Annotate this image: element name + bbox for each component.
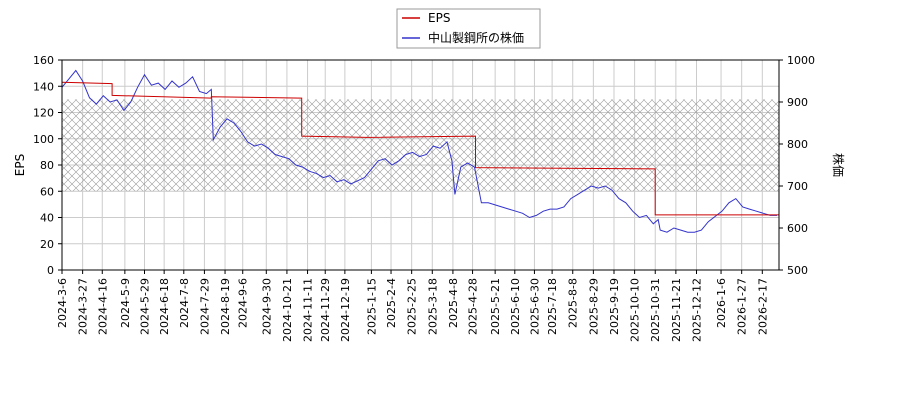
x-tick-label: 2024-5-29 [139, 278, 152, 335]
legend-box [396, 8, 541, 49]
right-axis-label: 株価 [831, 153, 846, 177]
right-tick-label: 800 [787, 138, 808, 151]
legend-label-eps: EPS [428, 11, 450, 25]
x-tick-label: 2025-9-19 [608, 278, 621, 335]
legend: EPS 中山製鋼所の株価 [396, 8, 541, 49]
right-y-axis: 500 600 700 800 900 1000 [779, 54, 815, 277]
x-tick-label: 2025-5-21 [489, 278, 502, 335]
x-tick-label: 2024-7-29 [198, 278, 211, 335]
x-tick-label: 2026-1-27 [736, 278, 749, 335]
x-tick-label: 2024-3-27 [77, 278, 90, 335]
x-tick-label: 2024-3-6 [56, 278, 69, 328]
series-line-eps [62, 81, 779, 216]
x-tick-label: 2025-3-18 [426, 278, 439, 335]
x-tick-label: 2025-4-28 [467, 278, 480, 335]
x-tick-label: 2025-6-10 [509, 278, 522, 335]
x-tick-label: 2026-1-6 [715, 278, 728, 328]
right-tick-label: 700 [787, 180, 808, 193]
x-tick-label: 2025-10-31 [649, 278, 662, 342]
x-tick-label: 2025-8-29 [587, 278, 600, 335]
x-axis: 2024-3-6 2024-3-27 2024-4-16 2024-5-9 2024-5… [56, 270, 769, 342]
left-tick-label: 100 [33, 133, 54, 146]
left-tick-label: 120 [33, 107, 54, 120]
x-tick-label: 2024-11-11 [302, 278, 315, 342]
x-tick-label: 2024-4-16 [96, 278, 109, 335]
x-tick-label: 2025-6-30 [528, 278, 541, 335]
x-tick-label: 2024-6-18 [158, 278, 171, 335]
x-tick-label: 2024-9-6 [237, 278, 250, 328]
right-tick-label: 500 [787, 264, 808, 277]
hatched-band [62, 99, 779, 192]
x-tick-label: 2025-10-10 [629, 278, 642, 342]
x-tick-label: 2025-1-15 [365, 278, 378, 335]
left-tick-label: 80 [40, 159, 54, 172]
left-y-axis: 0 20 40 60 80 100 120 140 160 [33, 54, 62, 277]
x-tick-label: 2024-8-19 [219, 278, 232, 335]
left-tick-label: 20 [40, 238, 54, 251]
left-tick-label: 0 [47, 264, 54, 277]
left-tick-label: 60 [40, 185, 54, 198]
left-axis-label: EPS [13, 154, 27, 176]
left-tick-label: 160 [33, 54, 54, 67]
series-line-stock-price [62, 69, 777, 233]
x-tick-label: 2024-5-9 [119, 278, 132, 328]
x-tick-label: 2025-11-21 [670, 278, 683, 342]
left-tick-label: 40 [40, 212, 54, 225]
x-tick-label: 2025-8-8 [567, 278, 580, 328]
x-tick-label: 2026-2-17 [756, 278, 769, 335]
x-tick-label: 2025-12-12 [690, 278, 703, 342]
x-tick-label: 2025-4-8 [447, 278, 460, 328]
x-tick-label: 2024-7-8 [178, 278, 191, 328]
x-tick-label: 2025-2-4 [385, 278, 398, 328]
x-tick-label: 2025-2-25 [406, 278, 419, 335]
x-tick-label: 2024-11-29 [319, 278, 332, 342]
x-tick-label: 2024-12-19 [339, 278, 352, 342]
legend-label-stock-price: 中山製鋼所の株価 [428, 30, 524, 45]
right-tick-label: 1000 [787, 54, 815, 67]
left-tick-label: 140 [33, 80, 54, 93]
x-tick-label: 2024-9-30 [260, 278, 273, 335]
right-tick-label: 600 [787, 222, 808, 235]
right-tick-label: 900 [787, 96, 808, 109]
x-tick-label: 2025-7-18 [546, 278, 559, 335]
x-tick-label: 2024-10-21 [281, 278, 294, 342]
